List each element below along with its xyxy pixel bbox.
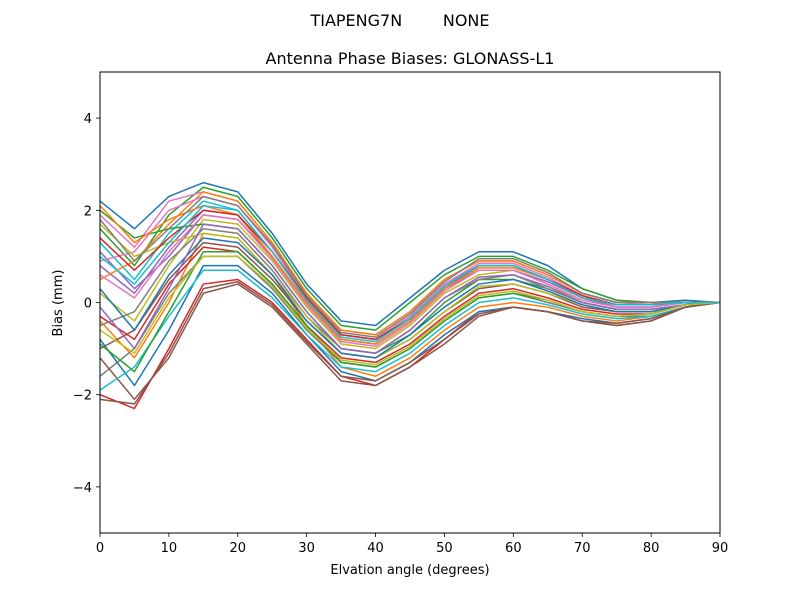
y-tick-label: −4	[73, 481, 92, 496]
series-line-27	[100, 214, 720, 348]
x-tick-label: 0	[96, 541, 104, 556]
chart-suptitle: TIAPENG7N NONE	[309, 11, 489, 30]
x-axis-label: Elvation angle (degrees)	[330, 563, 489, 578]
chart-title: Antenna Phase Biases: GLONASS-L1	[266, 49, 555, 68]
series-line-26	[100, 281, 720, 405]
series-line-20	[100, 269, 720, 391]
x-axis: 0 10 20 30 40 50 60 70 80 90	[96, 533, 728, 556]
series-layer	[100, 181, 720, 410]
x-tick-label: 80	[643, 541, 660, 556]
x-tick-label: 50	[436, 541, 453, 556]
y-tick-label: 0	[84, 297, 92, 312]
series-line-29	[100, 255, 720, 366]
series-line-3	[100, 186, 720, 331]
y-axis: −4 −2 0 2 4	[73, 112, 100, 496]
x-tick-label: 30	[298, 541, 315, 556]
series-line-16	[100, 283, 720, 401]
series-line-13	[100, 209, 720, 354]
x-tick-label: 20	[230, 541, 247, 556]
series-line-30	[100, 204, 720, 343]
y-tick-label: −2	[73, 389, 92, 404]
series-line-25	[100, 223, 720, 354]
x-tick-label: 60	[505, 541, 522, 556]
y-tick-label: 4	[84, 112, 92, 127]
series-line-14	[100, 246, 720, 364]
y-axis-label: Bias (mm)	[51, 270, 66, 337]
x-tick-label: 40	[367, 541, 384, 556]
x-tick-label: 70	[574, 541, 591, 556]
series-line-28	[100, 195, 720, 338]
x-tick-label: 10	[161, 541, 178, 556]
series-line-21	[100, 237, 720, 359]
y-tick-label: 2	[84, 204, 92, 219]
x-tick-label: 90	[712, 541, 729, 556]
